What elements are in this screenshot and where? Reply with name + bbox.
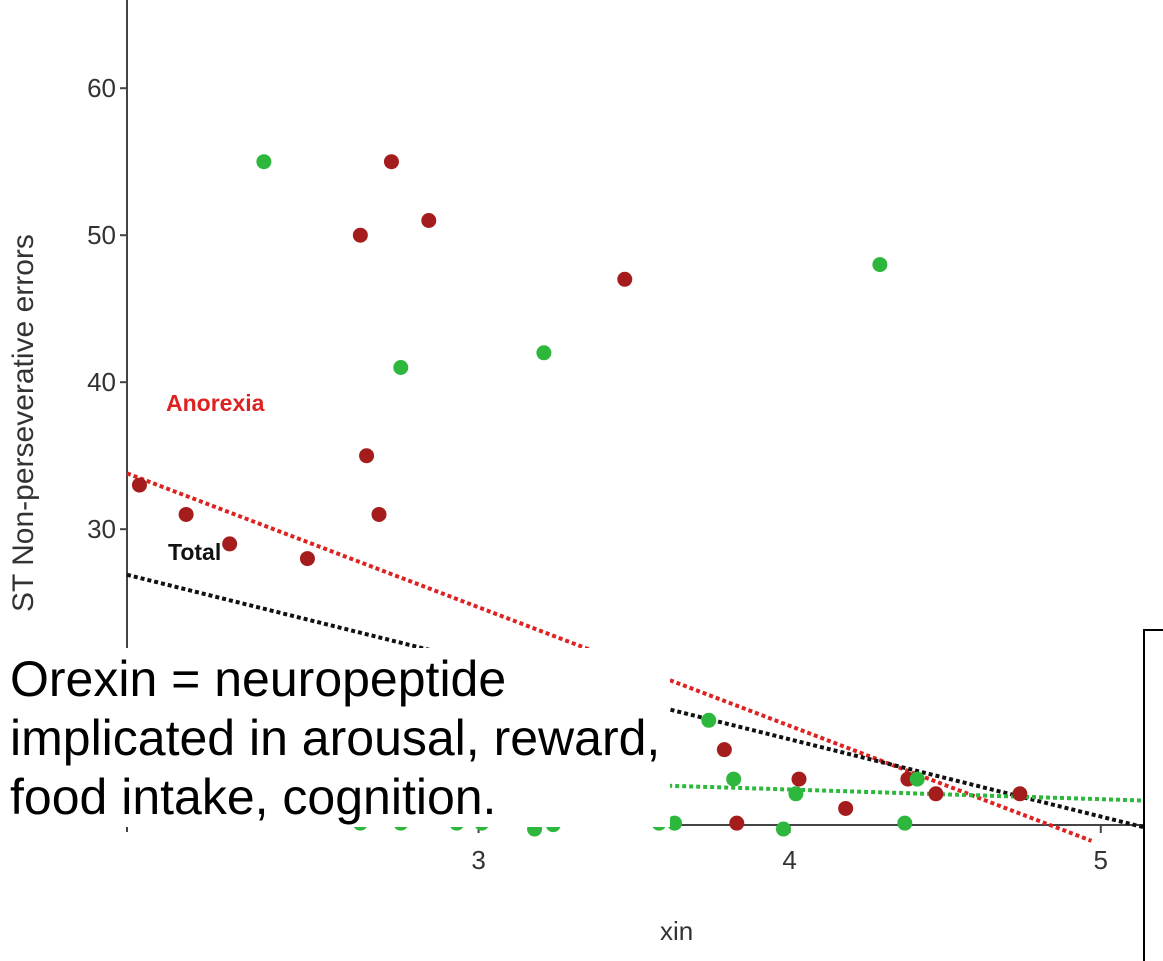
annotation-anorexia: Anorexia [166,390,265,416]
y-ticks: 2030405060 [87,73,127,691]
y-tick-label: 60 [87,73,116,103]
data-point-series-1 [897,815,913,831]
x-tick-label: 3 [471,845,485,875]
data-point-series-0 [359,448,375,464]
data-point-series-0 [178,506,194,522]
data-point-series-0 [131,477,147,493]
data-point-series-1 [872,257,888,273]
x-axis: 3 4 5 [471,824,1163,875]
data-point-series-0 [371,506,387,522]
data-point-series-1 [701,712,717,728]
data-point-series-0 [421,212,437,228]
data-point-series-0 [928,786,944,802]
data-point-series-0 [617,271,633,287]
caption-text: Orexin = neuropeptide implicated in arou… [8,648,670,827]
data-point-series-1 [667,815,683,831]
overlay-box [1143,629,1163,961]
data-point-series-0 [299,551,315,567]
data-point-series-1 [909,771,925,787]
x-axis-label: xin [660,916,693,942]
x-tick-label: 4 [782,845,796,875]
x-tick-label: 5 [1094,845,1108,875]
annotation-total: Total [168,539,221,565]
data-point-series-0 [222,536,238,552]
data-point-series-0 [838,800,854,816]
data-point-series-0 [716,742,732,758]
data-point-series-0 [729,815,745,831]
data-point-series-0 [383,154,399,170]
data-point-series-1 [775,821,791,837]
data-point-series-1 [393,359,409,375]
data-point-series-1 [788,786,804,802]
data-point-series-0 [352,227,368,243]
y-tick-label: 50 [87,220,116,250]
data-point-series-0 [1012,786,1028,802]
data-point-series-0 [791,771,807,787]
y-axis-label: ST Non-perseverative errors [7,234,40,612]
data-point-series-1 [536,345,552,361]
y-tick-label: 30 [87,514,116,544]
y-tick-label: 40 [87,367,116,397]
x-ticks: 3 4 5 [471,825,1108,875]
data-point-series-1 [726,771,742,787]
data-point-series-1 [256,154,272,170]
